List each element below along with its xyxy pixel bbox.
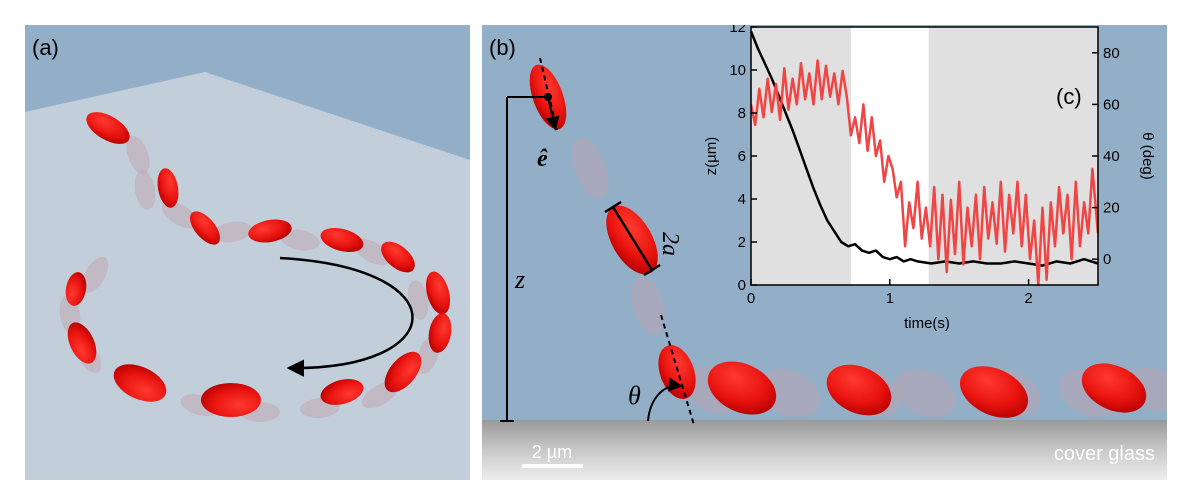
y-tick-label-left: 12 xyxy=(729,19,746,36)
y-tick-label-right: 0 xyxy=(1103,251,1111,268)
y-tick-label-left: 0 xyxy=(738,277,746,294)
length-marker xyxy=(611,206,654,271)
data-lines xyxy=(749,30,1100,287)
ghost-cell xyxy=(134,170,156,210)
cell xyxy=(707,361,777,415)
two-a-symbol: 2a xyxy=(657,232,683,256)
cover-glass-label: cover glass xyxy=(1054,443,1155,465)
cell xyxy=(113,364,167,402)
panel-b: z ê 2a θ 2 µm cover glass 0 1 202468101202… xyxy=(482,19,1167,480)
theta-arc xyxy=(647,377,683,422)
theta-symbol: θ xyxy=(628,381,641,410)
x-tick-label: 1 xyxy=(886,290,894,307)
series-line-theta xyxy=(749,59,1100,287)
cell xyxy=(190,211,220,245)
length-marker-cap-top xyxy=(604,200,622,214)
panel-c-label: (c) xyxy=(1056,84,1082,109)
cells-a xyxy=(65,112,452,417)
ghost-cell xyxy=(894,368,956,418)
y-tick-label-right: 20 xyxy=(1103,200,1120,217)
cell xyxy=(320,227,364,253)
x-tick-label: 0 xyxy=(747,290,755,307)
y-axis-left-label: z(µm) xyxy=(703,137,720,176)
cell xyxy=(65,272,87,306)
cell xyxy=(248,219,292,243)
ghost-cell xyxy=(81,256,109,294)
scale-bar-label: 2 µm xyxy=(532,442,572,462)
cell xyxy=(86,112,130,144)
cell xyxy=(425,271,451,315)
e-hat-symbol: ê xyxy=(537,146,548,172)
x-tick-label: 2 xyxy=(1024,290,1032,307)
z-symbol: z xyxy=(514,265,525,294)
y-axis-right-label: θ (deg) xyxy=(1139,132,1156,180)
ghost-cell xyxy=(407,280,429,320)
length-marker-cap-bottom xyxy=(643,263,661,277)
y-tick-label-left: 4 xyxy=(738,191,746,208)
cell xyxy=(384,351,422,393)
ghost-cell xyxy=(126,135,150,175)
x-axis-label: time(s) xyxy=(904,315,950,332)
ghost-cell xyxy=(212,221,252,243)
cell xyxy=(658,345,696,399)
cell xyxy=(201,383,261,417)
y-tick-label-left: 10 xyxy=(729,62,746,79)
cover-glass xyxy=(482,420,1167,480)
cell xyxy=(67,322,97,364)
y-tick-label-left: 8 xyxy=(738,105,746,122)
cell xyxy=(157,168,179,208)
cell xyxy=(826,364,892,416)
y-tick-label-right: 80 xyxy=(1103,45,1120,62)
panel-a xyxy=(25,25,470,480)
series-line-z xyxy=(749,30,1099,267)
cell xyxy=(320,379,364,405)
cell xyxy=(1081,363,1147,413)
ghost-cell xyxy=(161,201,199,229)
cell xyxy=(428,313,452,353)
ghost-cell xyxy=(759,368,821,418)
panel-a-label: (a) xyxy=(32,35,59,60)
ghost-cell xyxy=(280,229,320,251)
ghost-cell xyxy=(572,137,608,199)
rotation-arrow xyxy=(279,256,414,377)
panel-b-label: (b) xyxy=(489,35,516,60)
cell xyxy=(959,366,1029,418)
y-tick-label-left: 2 xyxy=(738,234,746,251)
y-tick-label-right: 40 xyxy=(1103,148,1120,165)
y-tick-label-right: 60 xyxy=(1103,96,1120,113)
cell xyxy=(381,241,415,273)
y-tick-label-left: 6 xyxy=(738,148,746,165)
ghost-cell xyxy=(631,275,665,335)
orientation-vector xyxy=(545,96,560,131)
tilt-axis xyxy=(660,314,695,426)
